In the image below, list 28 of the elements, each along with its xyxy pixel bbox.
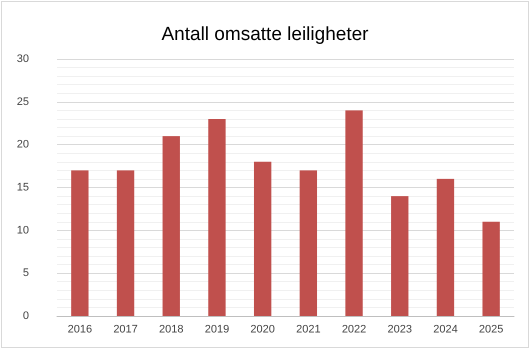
bar xyxy=(482,222,500,316)
x-tick-label: 2025 xyxy=(478,324,504,336)
bar xyxy=(254,162,272,316)
y-tick-label: 20 xyxy=(16,138,29,151)
bar xyxy=(71,170,89,316)
x-tick-label: 2024 xyxy=(433,324,458,336)
bar xyxy=(208,118,226,316)
x-tick-label: 2017 xyxy=(113,324,138,336)
y-tick-label: 30 xyxy=(16,53,29,65)
x-tick-label: 2022 xyxy=(342,324,366,336)
x-tick-label: 2016 xyxy=(68,324,92,336)
x-tick-label: 2019 xyxy=(204,324,230,336)
x-tick-label: 2023 xyxy=(388,324,412,336)
y-tick-label: 15 xyxy=(16,182,29,194)
chart-title: Antall omsatte leiligheter xyxy=(162,24,370,45)
x-tick-label: 2021 xyxy=(296,324,321,336)
bar xyxy=(391,196,408,316)
bar xyxy=(345,110,363,316)
y-tick-label: 5 xyxy=(22,267,29,280)
bar xyxy=(436,178,454,316)
x-tick-label: 2018 xyxy=(159,324,184,336)
bar xyxy=(300,170,318,316)
y-tick-label: 10 xyxy=(16,224,29,236)
y-tick-label: 25 xyxy=(16,96,29,108)
y-tick-label: 0 xyxy=(22,310,29,322)
bar xyxy=(116,170,134,316)
bar xyxy=(162,136,180,316)
x-tick-label: 2020 xyxy=(250,324,275,336)
